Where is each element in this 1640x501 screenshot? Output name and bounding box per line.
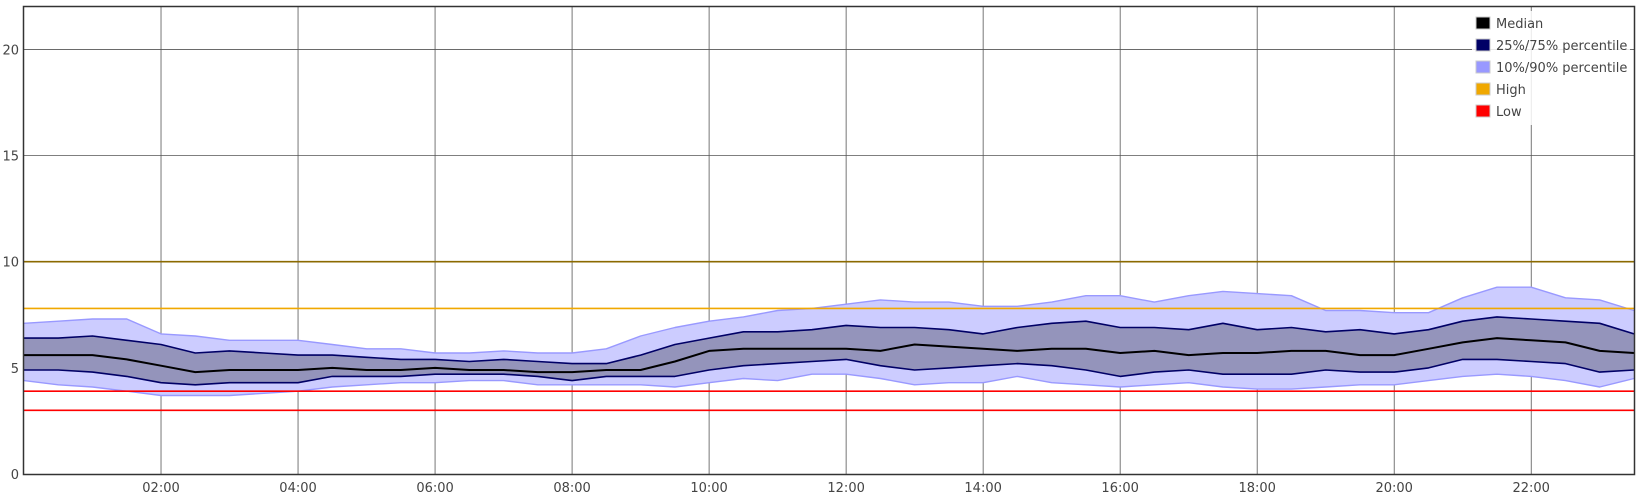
x-tick-label: 04:00 xyxy=(279,481,316,496)
legend-swatch xyxy=(1475,38,1491,52)
axis-labels: 0 5 10 15 20 02:00 04:00 06:00 08:00 10:00 12:00 14… xyxy=(2,43,1550,496)
plot-frame xyxy=(22,5,1636,476)
x-tick-label: 18:00 xyxy=(1238,481,1275,496)
75-percentile-line xyxy=(24,316,1635,365)
legend: Median 25%/75% percentile 10%/90% percenti… xyxy=(1472,11,1630,125)
legend-swatch xyxy=(1475,82,1491,96)
legend-swatch xyxy=(1475,16,1491,30)
y-tick-label: 20 xyxy=(2,43,19,58)
y-tick-label: 5 xyxy=(11,362,19,377)
legend-swatch xyxy=(1475,104,1491,118)
legend-label: 10%/90% percentile xyxy=(1496,61,1627,76)
median-line xyxy=(24,337,1635,374)
x-tick-label: 06:00 xyxy=(416,481,453,496)
y-tick-label: 15 xyxy=(2,150,19,165)
x-tick-label: 10:00 xyxy=(690,481,727,496)
grid xyxy=(24,7,1634,474)
x-tick-label: 20:00 xyxy=(1375,481,1412,496)
y-tick-label: 0 xyxy=(11,468,19,483)
reference-lines xyxy=(24,260,1634,412)
90-percentile-line xyxy=(23,286,1635,354)
y-tick-label: 10 xyxy=(2,256,19,271)
x-tick-label: 16:00 xyxy=(1101,481,1138,496)
legend-label: Low xyxy=(1496,105,1522,120)
x-tick-label: 12:00 xyxy=(827,481,864,496)
legend-label: High xyxy=(1496,83,1526,98)
legend-swatch xyxy=(1475,60,1491,74)
x-tick-label: 22:00 xyxy=(1512,481,1549,496)
x-tick-label: 08:00 xyxy=(553,481,590,496)
percentile-bands xyxy=(24,287,1634,396)
x-tick-label: 14:00 xyxy=(964,481,1001,496)
x-tick-label: 02:00 xyxy=(142,481,179,496)
legend-label: 25%/75% percentile xyxy=(1496,39,1627,54)
legend-background xyxy=(1472,11,1630,125)
25-percentile-line xyxy=(24,358,1635,386)
legend-label: Median xyxy=(1496,17,1543,32)
